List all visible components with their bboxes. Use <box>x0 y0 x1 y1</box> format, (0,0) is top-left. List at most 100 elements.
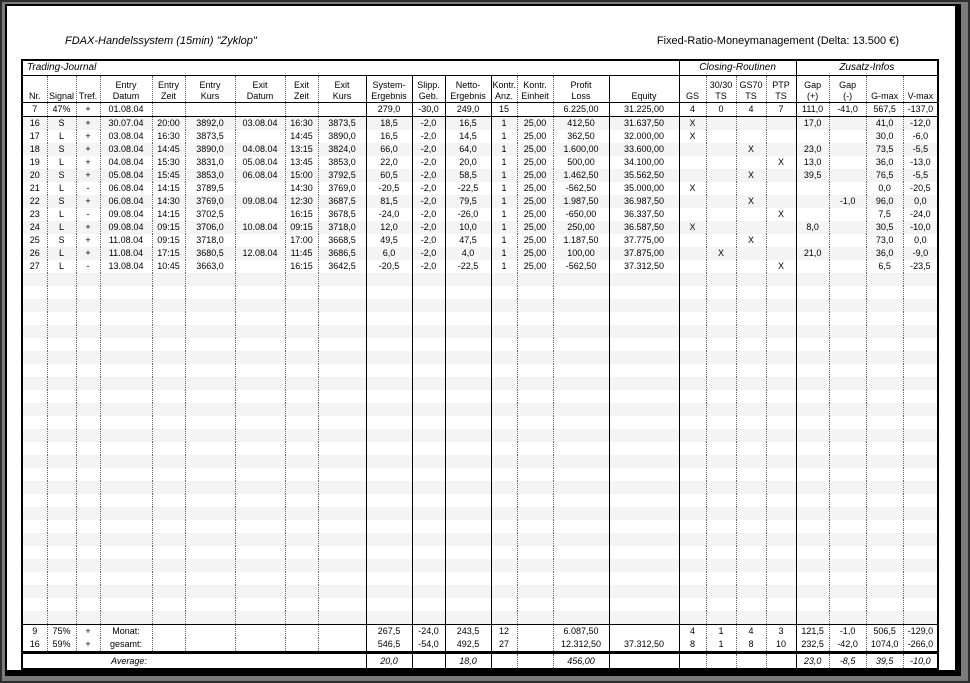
cell-netto-ergebnis <box>444 611 491 625</box>
cell-equity <box>608 507 680 520</box>
cell-exit-zeit: 14:30 <box>284 182 318 195</box>
cell-kontr-einheit <box>516 652 553 669</box>
cell-gs <box>678 234 707 247</box>
cell-system-ergebnis: 60,5 <box>365 169 412 182</box>
cell-equity: 35.000,00 <box>608 182 680 195</box>
cell-gap-minus <box>828 507 867 520</box>
cell-signal <box>46 286 76 299</box>
col-header-gs70: GS70 TS <box>735 75 767 103</box>
cell-ts3030: X <box>705 247 737 260</box>
cell-tref <box>75 546 100 559</box>
cell-entry-datum <box>99 481 152 494</box>
cell-exit-zeit: 09:15 <box>284 221 318 234</box>
cell-exit-kurs: 3873,5 <box>317 116 366 130</box>
cell-gap-plus <box>795 416 830 429</box>
cell-gap-minus <box>828 403 867 416</box>
cell-gs70 <box>735 494 767 507</box>
cell-slipp-geb <box>411 403 445 416</box>
cell-exit-datum <box>234 533 285 546</box>
cell-exit-zeit <box>284 520 318 533</box>
cell-equity: 33.600,00 <box>608 143 680 156</box>
cell-exit-datum: 06.08.04 <box>234 169 285 182</box>
cell-v-max <box>902 507 939 520</box>
cell-slipp-geb <box>411 286 445 299</box>
cell-exit-zeit <box>284 455 318 468</box>
cell-ptp <box>765 572 797 585</box>
cell-netto-ergebnis: 492,5 <box>444 638 491 654</box>
cell-kontr-anz: 12 <box>490 624 517 638</box>
cell-gs <box>678 351 707 364</box>
cell-ptp <box>765 585 797 598</box>
cell-entry-kurs <box>184 273 235 286</box>
col-header-g-max: G-max <box>865 75 904 103</box>
cell-entry-zeit <box>151 598 185 611</box>
cell-gap-minus <box>828 481 867 494</box>
cell-gap-minus <box>828 377 867 390</box>
cell-ts3030 <box>705 468 737 481</box>
cell-netto-ergebnis <box>444 299 491 312</box>
cell-kontr-anz <box>490 299 517 312</box>
cell-v-max <box>902 299 939 312</box>
cell-signal <box>46 533 76 546</box>
cell-nr <box>22 377 47 390</box>
cell-entry-datum <box>99 507 152 520</box>
cell-kontr-einheit <box>516 377 553 390</box>
cell-equity <box>608 429 680 442</box>
cell-gs <box>678 455 707 468</box>
cell-tref <box>75 312 100 325</box>
cell-netto-ergebnis <box>444 559 491 572</box>
cell-exit-datum <box>234 286 285 299</box>
cell-exit-kurs <box>317 611 366 625</box>
cell-nr: 27 <box>29 261 40 271</box>
table-group-header-row: Trading-Journal Closing-Routinen Zusatz-In… <box>22 60 939 76</box>
trade-row: 19 L +04.08.04 15:30 3831,0 05.08.04 13:45 3853… <box>22 156 939 169</box>
cell-netto-ergebnis <box>444 416 491 429</box>
cell-gap-minus <box>828 520 867 533</box>
cell-tref: + <box>75 169 100 182</box>
empty-row <box>22 312 939 325</box>
cell-equity <box>608 598 680 611</box>
cell-g-max <box>865 533 904 546</box>
cell-nr <box>22 468 47 481</box>
cell-exit-kurs <box>317 455 366 468</box>
cell-entry-kurs <box>184 364 235 377</box>
cell-kontr-anz: 1 <box>490 221 517 234</box>
cell-gap-plus <box>795 390 830 403</box>
cell-exit-zeit <box>284 390 318 403</box>
cell-exit-zeit <box>284 533 318 546</box>
cell-ptp <box>765 273 797 286</box>
cell-profit-loss: -562,50 <box>552 260 609 273</box>
cell-exit-zeit <box>284 598 318 611</box>
cell-kontr-anz <box>490 338 517 351</box>
trade-row: 25 S +11.08.04 09:15 3718,0 17:00 3668,5 49,5 -2… <box>22 234 939 247</box>
cell-gs <box>678 585 707 598</box>
cell-kontr-einheit <box>516 546 553 559</box>
cell-gs70: 4 <box>735 624 767 638</box>
cell-entry-kurs <box>184 585 235 598</box>
cell-gs70 <box>735 468 767 481</box>
carryover-row: 7 47% +01.08.04 279,0 -30,0 249,0 15 6.225,00 31… <box>22 102 939 117</box>
cell-exit-datum <box>234 624 285 638</box>
cell-tref: + <box>75 624 100 638</box>
cell-ts3030 <box>705 377 737 390</box>
cell-kontr-einheit <box>516 312 553 325</box>
cell-equity <box>608 546 680 559</box>
cell-nr <box>22 429 47 442</box>
cell-g-max: 73,5 <box>865 143 904 156</box>
cell-tref: + <box>75 130 100 143</box>
cell-signal <box>46 273 76 286</box>
cell-profit-loss <box>552 481 609 494</box>
cell-v-max <box>902 598 939 611</box>
col-header-netto-ergebnis: Netto- Ergebnis <box>444 75 491 103</box>
cell-kontr-anz: 1 <box>490 130 517 143</box>
cell-netto-ergebnis: 79,5 <box>444 195 491 208</box>
cell-exit-zeit <box>284 429 318 442</box>
cell-kontr-anz <box>490 312 517 325</box>
cell-exit-datum <box>234 234 285 247</box>
empty-row <box>22 468 939 481</box>
cell-kontr-einheit <box>516 468 553 481</box>
cell-tref <box>75 611 100 625</box>
summary-row-monat: 9 75% + Monat: 267,5 -24,0 243,5 12 6.087,50 4 1 4 3… <box>22 624 939 638</box>
cell-kontr-anz <box>490 585 517 598</box>
cell-gs: X <box>678 116 707 130</box>
